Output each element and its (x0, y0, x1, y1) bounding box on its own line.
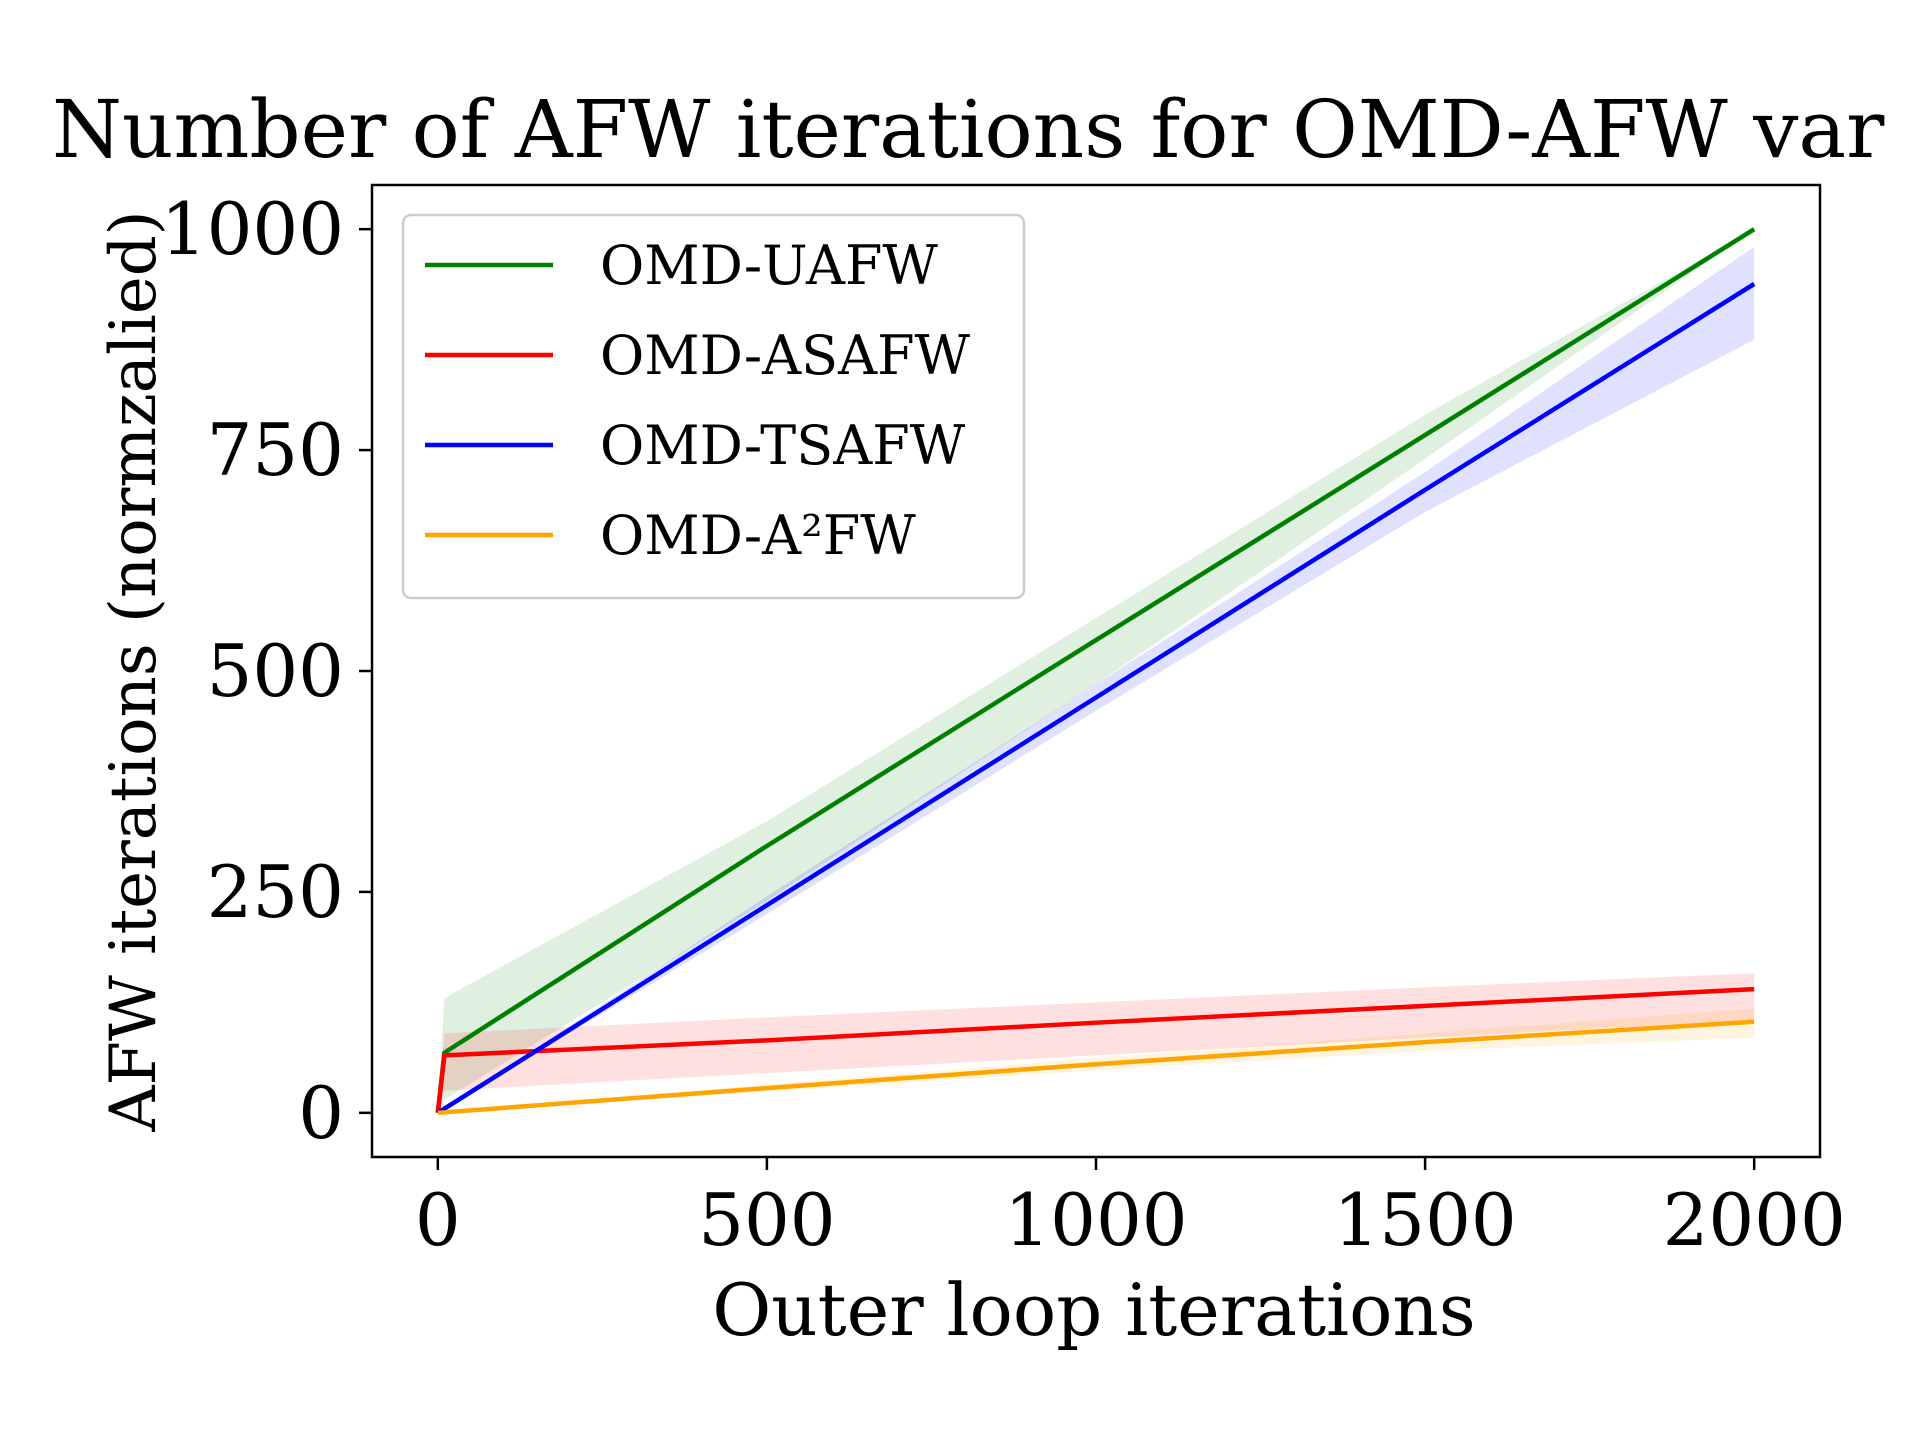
x-tick-label-2: 1000 (1004, 1178, 1187, 1262)
x-axis-label: Outer loop iterations (712, 1268, 1476, 1352)
y-tick-label-1: 250 (207, 850, 344, 934)
y-axis-label: AFW iterations (normzalied) (97, 210, 171, 1132)
legend-label-0: OMD-UAFW (600, 234, 938, 297)
y-tick-label-3: 750 (207, 408, 344, 492)
x-tick-label-4: 2000 (1663, 1178, 1846, 1262)
legend-frame (401, 213, 1026, 600)
x-axis-ticks: 0 500 1000 1500 2000 (415, 1157, 1846, 1262)
x-tick-label-1: 500 (698, 1178, 835, 1262)
y-tick-label-2: 500 (207, 629, 344, 713)
series-line-2 (436, 282, 1756, 1115)
y-tick-label-4: 1000 (161, 187, 344, 271)
legend: OMD-UAFW OMD-ASAFW OMD-TSAFW OMD-A²FW (401, 213, 1026, 600)
y-axis-ticks: 0 250 500 750 1000 (161, 187, 372, 1155)
x-tick-label-3: 1500 (1333, 1178, 1516, 1262)
band-2 (437, 246, 1755, 1113)
y-tick-label-0: 0 (298, 1071, 344, 1155)
legend-label-3: OMD-A²FW (600, 504, 916, 567)
band-0 (437, 229, 1755, 1113)
series-line-1 (435, 986, 1755, 1114)
x-tick-label-0: 0 (415, 1178, 461, 1262)
series-lines (435, 227, 1756, 1116)
chart-title: Number of AFW iterations for OMD-AFW var (52, 83, 1885, 176)
legend-label-1: OMD-ASAFW (600, 324, 971, 387)
legend-label-2: OMD-TSAFW (600, 414, 966, 477)
series-line-3 (437, 1019, 1755, 1116)
